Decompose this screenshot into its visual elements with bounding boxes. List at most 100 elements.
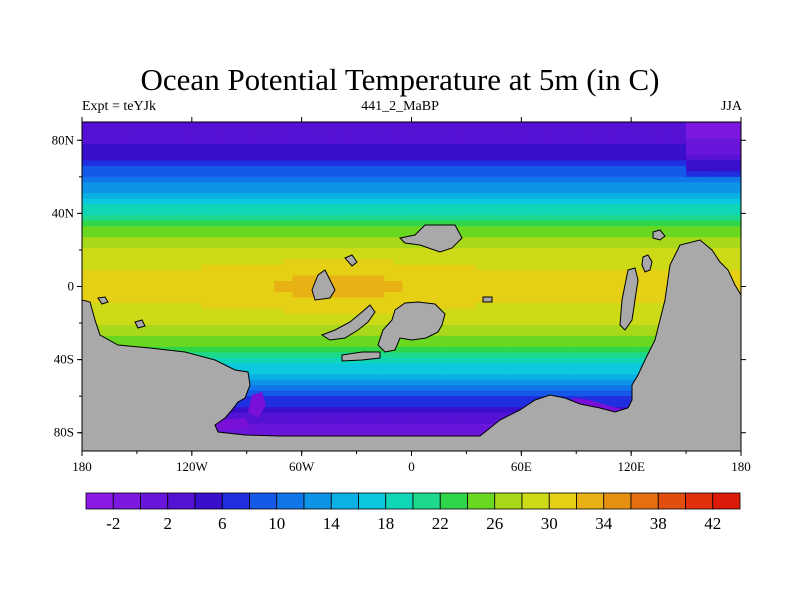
temperature-cell xyxy=(539,143,550,151)
temperature-cell xyxy=(539,242,550,249)
temperature-cell xyxy=(91,182,101,189)
temperature-cell xyxy=(503,215,513,222)
temperature-cell xyxy=(603,374,614,381)
temperature-cell xyxy=(603,270,614,277)
temperature-cell xyxy=(329,171,339,178)
temperature-cell xyxy=(475,226,486,233)
temperature-cell xyxy=(283,379,294,386)
temperature-cell xyxy=(649,193,660,200)
temperature-cell xyxy=(347,154,358,161)
temperature-cell xyxy=(136,281,147,288)
temperature-cell xyxy=(347,302,358,310)
temperature-cell xyxy=(118,281,129,288)
temperature-cell xyxy=(649,187,660,194)
temperature-cell xyxy=(246,127,257,134)
temperature-cell xyxy=(448,264,458,271)
temperature-cell xyxy=(265,302,275,310)
temperature-cell xyxy=(585,330,596,337)
temperature-cell xyxy=(594,237,605,244)
temperature-cell xyxy=(301,176,312,183)
temperature-cell xyxy=(228,259,239,266)
temperature-cell xyxy=(503,302,513,310)
temperature-cell xyxy=(411,215,422,222)
temperature-cell xyxy=(676,226,687,233)
temperature-cell xyxy=(265,149,275,156)
temperature-cell xyxy=(228,242,239,249)
temperature-cell xyxy=(246,308,257,315)
temperature-cell xyxy=(649,264,660,271)
temperature-cell xyxy=(283,368,294,375)
temperature-cell xyxy=(539,122,550,129)
temperature-cell xyxy=(310,160,321,167)
temperature-cell xyxy=(365,396,376,403)
temperature-cell xyxy=(265,143,275,151)
temperature-cell xyxy=(557,198,568,205)
temperature-cell xyxy=(594,390,605,397)
temperature-cell xyxy=(676,149,687,156)
temperature-cell xyxy=(438,215,449,222)
temperature-cell xyxy=(493,401,504,408)
temperature-cell xyxy=(127,187,138,194)
temperature-cell xyxy=(301,357,312,364)
temperature-cell xyxy=(265,401,275,408)
temperature-cell xyxy=(292,187,303,194)
temperature-cell xyxy=(329,160,339,167)
temperature-cell xyxy=(146,198,156,205)
temperature-cell xyxy=(457,412,468,419)
temperature-cell xyxy=(310,270,321,277)
temperature-cell xyxy=(329,368,339,375)
temperature-cell xyxy=(292,193,303,200)
temperature-cell xyxy=(100,143,111,151)
temperature-cell xyxy=(493,187,504,194)
temperature-cell xyxy=(356,132,367,140)
temperature-cell xyxy=(731,143,741,151)
temperature-cell xyxy=(393,401,403,408)
temperature-cell xyxy=(384,143,394,151)
temperature-cell xyxy=(173,346,184,353)
temperature-cell xyxy=(567,132,577,140)
temperature-cell xyxy=(164,209,175,216)
temperature-cell xyxy=(384,127,394,134)
temperature-cell xyxy=(182,138,193,145)
temperature-cell xyxy=(136,237,147,244)
temperature-cell xyxy=(658,270,669,277)
temperature-cell xyxy=(585,385,596,392)
temperature-cell xyxy=(155,286,165,293)
temperature-cell xyxy=(484,160,495,167)
temperature-cell xyxy=(438,193,449,200)
temperature-cell xyxy=(530,122,541,129)
temperature-cell xyxy=(292,215,303,222)
temperature-cell xyxy=(466,204,477,211)
temperature-cell xyxy=(118,149,129,156)
temperature-cell xyxy=(493,231,504,238)
temperature-cell xyxy=(475,412,486,419)
temperature-cell xyxy=(512,231,522,238)
temperature-cell xyxy=(475,264,486,271)
temperature-cell xyxy=(365,237,376,244)
temperature-cell xyxy=(695,132,705,140)
temperature-cell xyxy=(567,220,577,227)
temperature-cell xyxy=(384,204,394,211)
temperature-cell xyxy=(301,215,312,222)
temperature-cell xyxy=(310,363,321,370)
temperature-cell xyxy=(210,237,220,244)
temperature-cell xyxy=(713,149,724,156)
colorbar-swatch xyxy=(630,492,659,510)
temperature-cell xyxy=(521,286,532,293)
temperature-cell xyxy=(567,226,577,233)
temperature-cell xyxy=(246,352,257,359)
temperature-cell xyxy=(667,143,678,151)
temperature-cell xyxy=(612,237,623,244)
temperature-cell xyxy=(567,319,577,326)
temperature-cell xyxy=(127,143,138,151)
temperature-cell xyxy=(612,138,623,145)
temperature-cell xyxy=(237,127,248,134)
temperature-cell xyxy=(695,160,705,167)
temperature-cell xyxy=(347,242,358,249)
temperature-cell xyxy=(622,390,632,397)
temperature-cell xyxy=(722,122,733,129)
temperature-cell xyxy=(484,418,495,425)
temperature-cell xyxy=(365,122,376,129)
temperature-cell xyxy=(676,160,687,167)
temperature-cell xyxy=(603,138,614,145)
